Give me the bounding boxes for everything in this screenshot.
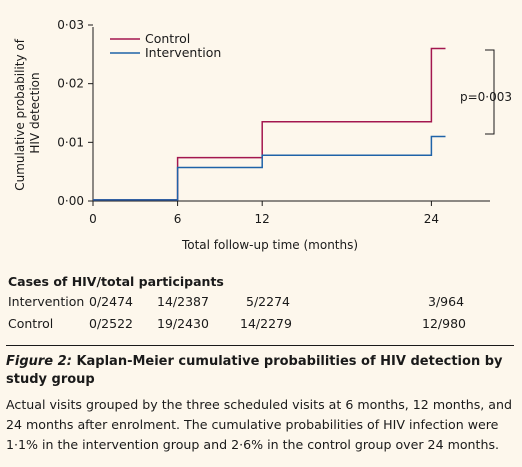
cell-month-24: 12/980 bbox=[422, 316, 466, 331]
legend: Control Intervention bbox=[110, 31, 221, 60]
cell-month-0: 0/2474 bbox=[89, 294, 133, 309]
y-axis-title: Cumulative probability of HIV detection bbox=[13, 35, 42, 191]
legend-label-intervention: Intervention bbox=[145, 45, 221, 60]
legend-label-control: Control bbox=[145, 31, 190, 46]
cell-month-12: 14/2279 bbox=[240, 316, 292, 331]
p-value-annotation: p=0·003 bbox=[460, 90, 512, 104]
row-label: Control bbox=[8, 316, 54, 331]
cell-month-6: 19/2430 bbox=[157, 316, 209, 331]
cell-month-6: 14/2387 bbox=[157, 294, 209, 309]
figure-title: Kaplan-Meier cumulative probabilities of… bbox=[6, 354, 503, 387]
cell-month-12: 5/2274 bbox=[246, 294, 290, 309]
row-label: Intervention bbox=[8, 294, 85, 309]
table-title: Cases of HIV/total participants bbox=[8, 274, 224, 289]
y-tick-label: 0·00 bbox=[57, 194, 84, 208]
figure-label: Figure 2: bbox=[6, 354, 72, 369]
y-tick-label: 0·01 bbox=[57, 135, 84, 149]
x-tick-label: 6 bbox=[174, 212, 182, 226]
series-line-intervention bbox=[93, 135, 446, 201]
series-line-control bbox=[93, 47, 446, 201]
x-axis-title: Total follow-up time (months) bbox=[181, 238, 358, 252]
figure-caption-body: Actual visits grouped by the three sched… bbox=[6, 397, 512, 452]
table-row-intervention: Intervention 0/2474 14/2387 5/2274 3/964 bbox=[0, 294, 522, 312]
km-chart: 0·00 0·01 0·02 0·03 0 6 12 24 Cumulative probab… bbox=[13, 18, 512, 252]
x-tick-label: 0 bbox=[89, 212, 97, 226]
figure-caption-title: Figure 2: Kaplan-Meier cumulative probab… bbox=[6, 353, 516, 389]
x-tick-label: 12 bbox=[255, 212, 270, 226]
p-value-bracket bbox=[485, 49, 495, 135]
table-row-control: Control 0/2522 19/2430 14/2279 12/980 bbox=[0, 316, 522, 334]
y-tick-label: 0·03 bbox=[57, 18, 84, 32]
caption-divider bbox=[6, 345, 514, 346]
cell-month-0: 0/2522 bbox=[89, 316, 133, 331]
y-tick-label: 0·02 bbox=[57, 77, 84, 91]
cell-month-24: 3/964 bbox=[428, 294, 465, 309]
x-tick-label: 24 bbox=[424, 212, 439, 226]
